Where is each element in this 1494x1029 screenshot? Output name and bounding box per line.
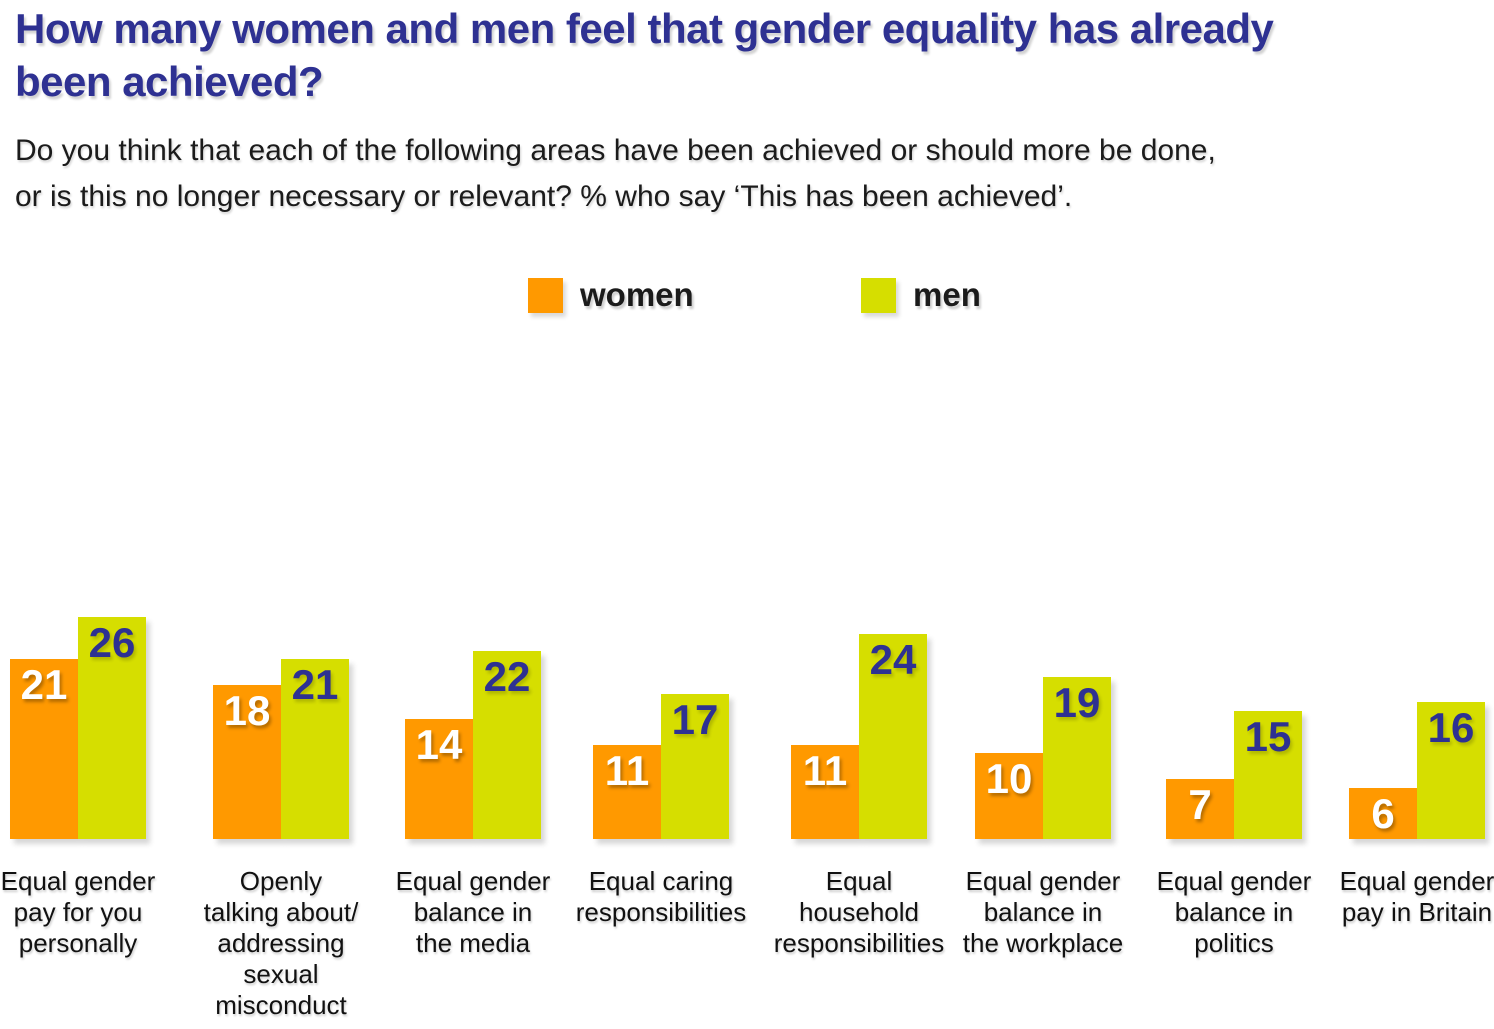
bar-group: 11 17 (593, 694, 729, 839)
women-bar: 14 (405, 719, 473, 839)
page-title-line-2: been achieved? (15, 58, 324, 105)
category-label: Equal gender balance in the media (395, 866, 551, 958)
men-bar: 16 (1417, 702, 1485, 839)
women-value-label: 21 (20, 661, 68, 708)
women-value-label: 10 (985, 755, 1033, 802)
men-bar: 17 (661, 694, 729, 839)
men-bar: 15 (1234, 711, 1302, 839)
page-title: How many women and men feel that gender … (15, 2, 1274, 108)
men-value-label: 24 (869, 636, 917, 683)
bar-group: 14 22 (405, 651, 541, 839)
bar-group: 7 15 (1166, 711, 1302, 839)
women-bar: 6 (1349, 788, 1417, 839)
men-value-label: 26 (88, 619, 136, 666)
men-value-label: 16 (1427, 704, 1475, 751)
women-value-label: 14 (415, 721, 463, 768)
women-bar: 11 (593, 745, 661, 839)
women-value-label: 18 (223, 687, 271, 734)
category-label: Openly talking about/ addressing sexual … (203, 866, 359, 1020)
men-value-label: 17 (671, 696, 719, 743)
bar-group: 18 21 (213, 659, 349, 839)
women-value-label: 7 (1188, 781, 1212, 828)
legend-item-women: women (528, 276, 694, 314)
subtitle: Do you think that each of the following … (15, 128, 1216, 220)
women-value-label: 6 (1371, 790, 1395, 837)
men-bar: 21 (281, 659, 349, 839)
men-value-label: 19 (1053, 679, 1101, 726)
bar-group: 6 16 (1349, 702, 1485, 839)
women-swatch-icon (528, 277, 563, 313)
women-bar: 21 (10, 659, 78, 839)
men-bar: 24 (859, 634, 927, 839)
category-label: Equal gender pay in Britain (1339, 866, 1494, 927)
category-label: Equal gender balance in politics (1156, 866, 1312, 958)
subtitle-line-2: or is this no longer necessary or releva… (15, 180, 1073, 213)
men-value-label: 15 (1244, 713, 1292, 760)
men-value-label: 22 (483, 653, 531, 700)
women-bar: 18 (213, 685, 281, 839)
category-label: Equal caring responsibilities (575, 866, 747, 927)
bar-group: 10 19 (975, 677, 1111, 839)
women-bar: 7 (1166, 779, 1234, 839)
bar-group: 11 24 (791, 634, 927, 839)
men-bar: 26 (78, 617, 146, 839)
category-label: Equal gender balance in the workplace (962, 866, 1124, 958)
men-swatch-icon (861, 277, 896, 313)
subtitle-line-1: Do you think that each of the following … (15, 134, 1216, 167)
women-bar: 10 (975, 753, 1043, 839)
men-value-label: 21 (291, 661, 339, 708)
legend-label-men: men (913, 276, 981, 313)
women-value-label: 11 (802, 747, 848, 794)
men-bar: 19 (1043, 677, 1111, 839)
women-bar: 11 (791, 745, 859, 839)
bar-group: 21 26 (10, 617, 146, 839)
legend-item-men: men (861, 276, 981, 314)
legend-label-women: women (580, 276, 694, 313)
page-title-line-1: How many women and men feel that gender … (15, 5, 1274, 52)
women-value-label: 11 (604, 747, 650, 794)
category-label: Equal gender pay for you personally (0, 866, 156, 958)
category-label: Equal household responsibilities (773, 866, 945, 958)
men-bar: 22 (473, 651, 541, 839)
